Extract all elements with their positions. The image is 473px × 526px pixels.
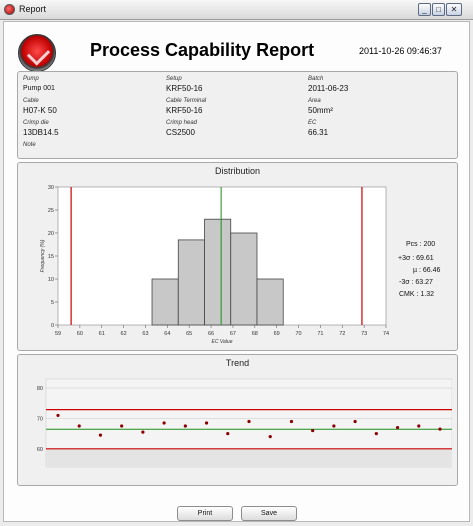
x-tick-label: 73	[361, 331, 367, 337]
batch-label: Batch	[308, 76, 324, 82]
minimize-button[interactable]: _	[418, 3, 431, 16]
close-button[interactable]: ✕	[446, 3, 462, 16]
trend-point	[268, 435, 272, 439]
x-tick-label: 61	[99, 331, 105, 337]
stat-cmk: CMK : 1.32	[399, 291, 435, 298]
trend-point	[98, 433, 103, 437]
y-tick-label: 10	[48, 277, 54, 283]
info-panel: Pump Pump 001 Setup KRF50-16 Batch 2011-…	[17, 71, 458, 159]
ec-value: 66.31	[308, 128, 329, 137]
histogram-bar	[204, 218, 232, 326]
y-tick-label: 30	[48, 185, 54, 191]
cable-terminal-label: Cable Terminal	[166, 98, 207, 104]
pump-value: Pump 001	[23, 85, 55, 92]
distribution-title: Distribution	[214, 166, 261, 176]
trend-point	[247, 419, 251, 424]
trend-point	[438, 427, 442, 431]
x-tick-label: 68	[252, 331, 258, 337]
note-label: Note	[23, 142, 36, 148]
stat-plus-3-sigma: +3σ : 69.61	[398, 255, 434, 262]
histogram-bar	[177, 239, 205, 326]
area-value: 50mm²	[308, 106, 333, 115]
report-timestamp: 2011-10-26 09:46:37	[359, 46, 442, 56]
distribution-panel: Distribution 0 5 10 15 20 25 30 59 60 61 62 63 64 65 6…	[17, 162, 458, 351]
x-tick-label: 67	[230, 331, 236, 337]
trend-point	[353, 419, 357, 424]
pump-label: Pump	[23, 76, 39, 82]
trend-point	[162, 421, 166, 425]
stat-minus-3-sigma: -3σ : 63.27	[399, 279, 433, 286]
company-logo	[18, 34, 56, 72]
x-tick-label: 69	[274, 331, 280, 337]
histogram-bar	[230, 232, 258, 326]
trend-chart: 60 70 80	[37, 378, 452, 468]
trend-point	[417, 424, 421, 428]
trend-point	[77, 424, 81, 428]
trend-y-tick-label: 80	[37, 386, 43, 392]
trend-point	[141, 430, 145, 434]
x-tick-label: 70	[295, 331, 301, 337]
crimp-head-value: CS2500	[166, 128, 195, 137]
save-button[interactable]: Save	[241, 506, 297, 521]
area-label: Area	[308, 98, 321, 104]
crimp-head-label: Crimp head	[166, 120, 198, 126]
trend-point	[374, 432, 378, 436]
maximize-button[interactable]: □	[432, 3, 445, 16]
trend-point	[204, 421, 209, 425]
trend-point	[120, 424, 124, 428]
y-tick-label: 0	[51, 323, 54, 329]
setup-label: Setup	[166, 76, 182, 82]
x-tick-label: 74	[383, 331, 389, 337]
report-client-area: Process Capability Report 2011-10-26 09:…	[3, 21, 470, 522]
x-axis-label: EC Value	[212, 339, 233, 345]
y-tick-label: 5	[51, 300, 54, 306]
crimp-die-value: 13DB14.5	[23, 128, 59, 137]
x-tick-label: 62	[121, 331, 127, 337]
cable-value: H07-K 50	[23, 106, 57, 115]
x-tick-label: 66	[208, 331, 214, 337]
trend-y-tick-label: 60	[37, 447, 43, 453]
print-button[interactable]: Print	[177, 506, 233, 521]
x-tick-label: 60	[77, 331, 83, 337]
trend-point	[395, 425, 400, 430]
y-axis-label: Frequency (%)	[40, 239, 46, 272]
trend-panel: Trend 60 70 80	[17, 354, 458, 486]
y-tick-label: 20	[48, 231, 54, 237]
y-tick-label: 15	[48, 254, 54, 260]
trend-point	[311, 428, 315, 433]
batch-value: 2011-06-23	[308, 84, 349, 93]
report-title: Process Capability Report	[90, 40, 315, 60]
window-title: Report	[19, 4, 47, 14]
stat-mean: µ : 66.46	[413, 267, 441, 274]
trend-point	[332, 424, 336, 428]
trend-point	[56, 413, 60, 418]
trend-y-tick-label: 70	[37, 416, 43, 422]
crimp-die-label: Crimp die	[23, 120, 49, 126]
trend-point	[226, 432, 230, 436]
x-tick-label: 59	[55, 331, 61, 337]
distribution-histogram: 0 5 10 15 20 25 30 59 60 61 62 63 64 65 66 67 68 69 70 71 72…	[40, 185, 389, 345]
trend-point	[183, 424, 187, 428]
setup-value: KRF50-16	[166, 84, 203, 93]
histogram-bar	[256, 278, 284, 326]
title-bar: Report _ □ ✕	[0, 0, 473, 20]
x-tick-label: 71	[317, 331, 323, 337]
histogram-bar	[151, 278, 179, 326]
ec-label: EC	[308, 120, 317, 126]
x-tick-label: 64	[164, 331, 170, 337]
x-tick-label: 72	[339, 331, 345, 337]
x-tick-label: 63	[142, 331, 148, 337]
cable-terminal-value: KRF50-16	[166, 106, 203, 115]
app-icon	[4, 4, 15, 15]
y-tick-label: 25	[48, 208, 54, 214]
trend-point	[289, 419, 294, 424]
trend-lower-band	[46, 448, 452, 467]
cable-label: Cable	[23, 98, 39, 104]
stat-pcs: Pcs : 200	[406, 241, 436, 248]
trend-title: Trend	[225, 358, 250, 368]
x-tick-label: 65	[186, 331, 192, 337]
